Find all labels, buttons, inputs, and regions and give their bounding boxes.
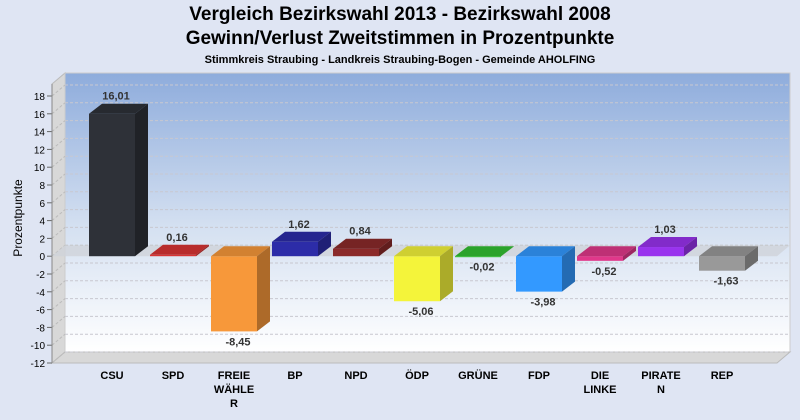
grid-line-depth (51, 155, 66, 168)
grid-line-depth (51, 102, 66, 115)
x-tick-label: CSU (100, 370, 123, 382)
y-tick-label: -4 (36, 288, 45, 299)
grid-line-depth (51, 209, 66, 221)
y-tick-label: 16 (34, 110, 46, 121)
data-label: -8,45 (225, 336, 250, 348)
y-tick-label: 14 (34, 128, 46, 139)
grid-line-depth (51, 173, 66, 186)
grid-line-depth (51, 120, 66, 132)
x-tick-label: SPD (162, 370, 185, 382)
y-tick-label: 6 (39, 199, 45, 210)
bar-side (745, 246, 758, 271)
bar (333, 248, 379, 257)
x-tick-label: FREIE (218, 370, 250, 382)
bar-top (89, 103, 148, 114)
grid-line-depth (51, 191, 66, 204)
x-tick-label: REP (711, 370, 734, 382)
grid-line-depth (51, 351, 66, 364)
y-tick-label: 18 (34, 92, 46, 103)
bar-side (196, 244, 209, 257)
chart-title: Vergleich Bezirkswahl 2013 - Bezirkswahl… (189, 4, 611, 25)
y-tick-label: 4 (39, 217, 45, 228)
x-tick-label: WÄHLE (214, 383, 254, 396)
y-tick-label: -12 (31, 359, 46, 370)
chart-subtitle: Gewinn/Verlust Zweitstimmen in Prozentpu… (185, 28, 615, 49)
data-label: 1,03 (654, 224, 675, 236)
bar-side (501, 246, 514, 257)
grid-line-depth (51, 333, 66, 346)
y-tick-label: -6 (36, 306, 45, 317)
bar-top (516, 246, 575, 257)
bar (699, 256, 745, 271)
grid-line-depth (51, 84, 66, 97)
x-tick-label: LINKE (584, 384, 617, 396)
bar-top (638, 237, 697, 248)
data-label: -0,02 (469, 261, 494, 273)
bar-top (577, 246, 636, 257)
data-label: 1,62 (288, 219, 309, 231)
data-label: -1,63 (713, 276, 738, 288)
y-tick-label: 10 (34, 163, 46, 174)
bar-side (257, 246, 270, 332)
chart-subtitle-region: Stimmkreis Straubing - Landkreis Straubi… (204, 54, 596, 66)
grid-line-depth (51, 244, 66, 257)
y-tick-label: 8 (39, 181, 45, 192)
bar-top (272, 231, 331, 242)
bar (150, 254, 196, 257)
bar-top (699, 246, 758, 257)
data-label: 0,16 (166, 232, 187, 244)
data-label: -0,52 (591, 266, 616, 278)
bar-side (684, 237, 697, 257)
grid-line-depth (51, 262, 66, 275)
bar (577, 256, 623, 261)
bar (516, 256, 562, 292)
left-wall (51, 71, 66, 365)
bar-top (394, 246, 453, 257)
x-tick-label: GRÜNE (458, 369, 498, 382)
bar-top (455, 246, 514, 257)
back-wall (64, 72, 791, 353)
data-label: -5,06 (408, 306, 433, 318)
grid-line-depth (51, 138, 66, 150)
y-tick-label: -2 (36, 270, 45, 281)
x-tick-label: BP (287, 370, 302, 382)
bar (211, 256, 257, 332)
x-tick-label: ÖDP (405, 369, 429, 382)
grid-line-depth (51, 227, 66, 239)
bar-top (211, 246, 270, 257)
bar-top (150, 244, 209, 255)
bar-side (318, 231, 331, 257)
bar-top (333, 238, 392, 249)
grid-line-depth (51, 280, 66, 293)
bar (394, 256, 440, 302)
y-tick-label: 0 (39, 252, 45, 263)
x-tick-label: R (230, 398, 238, 410)
bar (89, 113, 135, 257)
x-tick-label: DIE (591, 370, 609, 382)
x-tick-label: NPD (344, 370, 367, 382)
y-axis-label: Prozentpunkte (11, 179, 25, 257)
grid-line-depth (51, 316, 66, 328)
y-tick-label: 12 (34, 145, 46, 156)
bar-side (623, 246, 636, 261)
bar (455, 256, 501, 258)
bar-side (135, 103, 148, 257)
floor (50, 351, 792, 364)
x-tick-label: PIRATE (641, 370, 681, 382)
y-tick-label: -8 (36, 323, 45, 334)
bar-side (379, 238, 392, 257)
data-label: -3,98 (530, 297, 555, 309)
data-label: 0,84 (349, 226, 371, 238)
bar-side (440, 246, 453, 302)
grid-line-depth (51, 298, 66, 310)
y-tick-label: 2 (39, 234, 45, 245)
x-tick-label: N (657, 384, 665, 396)
bar (272, 241, 318, 257)
data-label: 16,01 (102, 91, 130, 103)
x-tick-label: FDP (528, 370, 550, 382)
bar (638, 247, 684, 257)
bar-side (562, 246, 575, 292)
y-tick-label: -10 (31, 341, 46, 352)
